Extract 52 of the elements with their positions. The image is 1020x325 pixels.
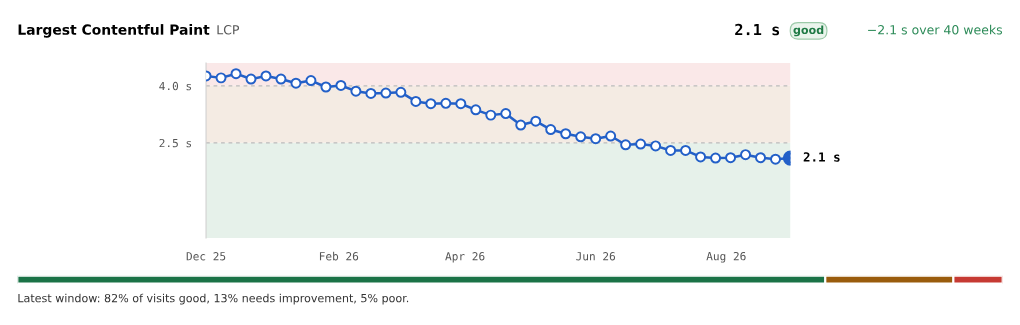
point bbox=[230, 68, 242, 80]
point bbox=[710, 152, 722, 164]
point bbox=[545, 124, 557, 136]
text: −2.1 s over 40 weeks bbox=[868, 24, 1003, 35]
point bbox=[350, 85, 362, 97]
y-tick-label: 2.5 s bbox=[159, 138, 192, 148]
point bbox=[305, 75, 317, 87]
point bbox=[770, 153, 781, 165]
point bbox=[290, 77, 302, 89]
point bbox=[410, 95, 422, 107]
x-tick-label: Jun 26 bbox=[576, 252, 616, 261]
point bbox=[665, 144, 677, 156]
point bbox=[740, 149, 752, 161]
point bbox=[515, 119, 527, 131]
point bbox=[320, 81, 332, 93]
x-tick-label: Aug 26 bbox=[706, 251, 746, 263]
chart-subtitle: LCP bbox=[217, 25, 240, 35]
point bbox=[440, 97, 452, 109]
point bbox=[260, 70, 272, 82]
point bbox=[530, 115, 542, 127]
text: 2.1 s bbox=[735, 23, 780, 36]
point bbox=[680, 144, 692, 156]
point bbox=[635, 138, 647, 150]
point bbox=[650, 140, 662, 152]
point bbox=[560, 128, 572, 140]
y-tick-label: 4.0 s bbox=[159, 81, 192, 91]
point bbox=[275, 73, 287, 85]
point bbox=[455, 98, 467, 110]
point bbox=[215, 72, 227, 84]
point bbox=[620, 139, 632, 151]
point bbox=[725, 152, 737, 164]
point bbox=[500, 108, 512, 120]
point bbox=[365, 87, 377, 99]
point bbox=[335, 79, 347, 91]
data-label: 2.1 s bbox=[803, 152, 840, 162]
point bbox=[575, 131, 587, 143]
text: Latest window: 82% of visits good, 13% needs improvement, 5% poor. bbox=[18, 293, 409, 305]
x-tick-label: Dec 25 bbox=[186, 252, 226, 261]
point bbox=[395, 86, 407, 98]
point bbox=[590, 133, 602, 145]
point bbox=[485, 109, 497, 121]
point bbox=[380, 87, 392, 99]
point bbox=[605, 130, 617, 142]
x-tick-label: Feb 26 bbox=[319, 251, 359, 261]
point bbox=[245, 73, 257, 85]
point bbox=[695, 151, 707, 163]
text: good bbox=[793, 25, 824, 37]
point bbox=[755, 152, 767, 164]
point bbox=[470, 104, 482, 116]
x-tick-label: Apr 26 bbox=[445, 252, 485, 263]
point bbox=[425, 98, 437, 110]
chart-title: Largest Contentful Paint bbox=[18, 24, 210, 38]
